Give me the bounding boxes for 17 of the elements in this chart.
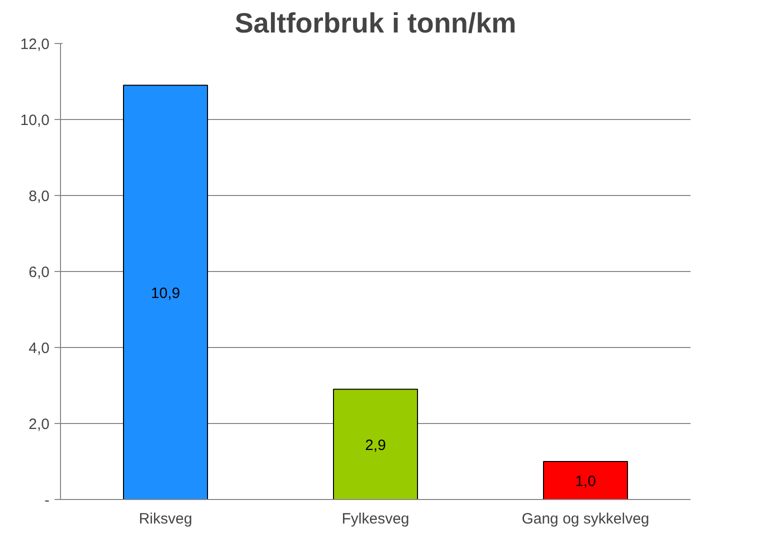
y-tick-label: -: [44, 492, 50, 509]
bar: [333, 388, 418, 500]
y-tick-label: 12,0: [20, 36, 50, 53]
y-tick-label: 4,0: [28, 340, 50, 357]
data-label: 10,9: [150, 284, 180, 302]
y-tick-label: 10,0: [20, 112, 50, 129]
y-tick-label: 6,0: [28, 264, 50, 281]
x-tick-label: Gang og sykkelveg: [522, 510, 650, 528]
data-label: 2,9: [365, 436, 386, 454]
x-tick-label: Fylkesveg: [342, 510, 410, 528]
bar: [543, 461, 628, 500]
data-label: 1,0: [575, 473, 596, 490]
chart-title: Saltforbruk i tonn/km: [234, 8, 516, 38]
x-tick-label: Riksveg: [138, 510, 192, 528]
y-tick-label: 8,0: [28, 188, 50, 205]
bar: [123, 84, 208, 500]
y-tick-label: 2,0: [28, 416, 50, 433]
